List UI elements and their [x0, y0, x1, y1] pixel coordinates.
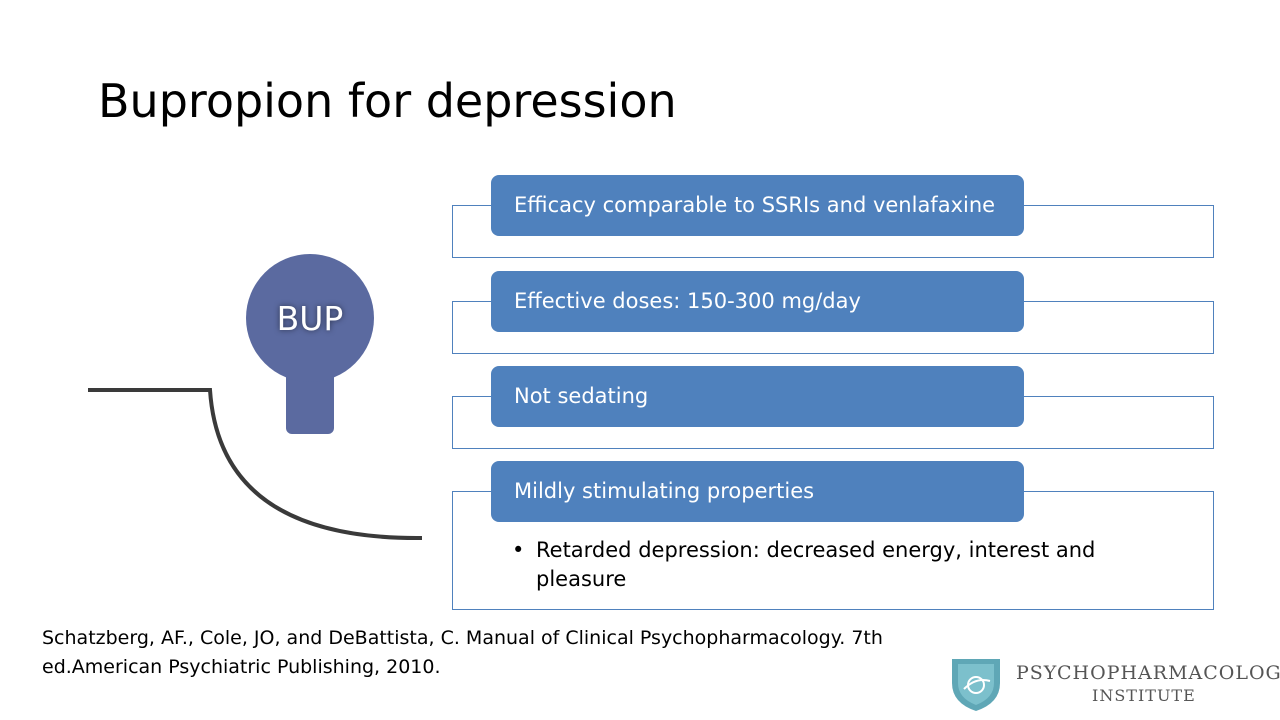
bulb-label: BUP [276, 298, 344, 338]
logo-text-line2: INSTITUTE [1092, 686, 1196, 705]
bulb-circle: BUP [246, 254, 374, 382]
sub-bullet: • Retarded depression: decreased energy,… [512, 536, 1152, 594]
bullet-dot: • [512, 538, 525, 562]
logo-shield-icon [952, 659, 1000, 711]
item-pill-doses: Effective doses: 150-300 mg/day [491, 271, 1024, 332]
reference-citation: Schatzberg, AF., Cole, JO, and DeBattist… [42, 627, 883, 678]
item-pill-efficacy: Efficacy comparable to SSRIs and venlafa… [491, 175, 1024, 236]
sub-bullet-text: Retarded depression: decreased energy, i… [536, 538, 1096, 591]
logo-text-line1: PSYCHOPHARMACOLOGY [1016, 662, 1280, 684]
item-pill-not-sedating: Not sedating [491, 366, 1024, 427]
item-pill-stimulating: Mildly stimulating properties [491, 461, 1024, 522]
slide-title: Bupropion for depression [98, 74, 677, 128]
